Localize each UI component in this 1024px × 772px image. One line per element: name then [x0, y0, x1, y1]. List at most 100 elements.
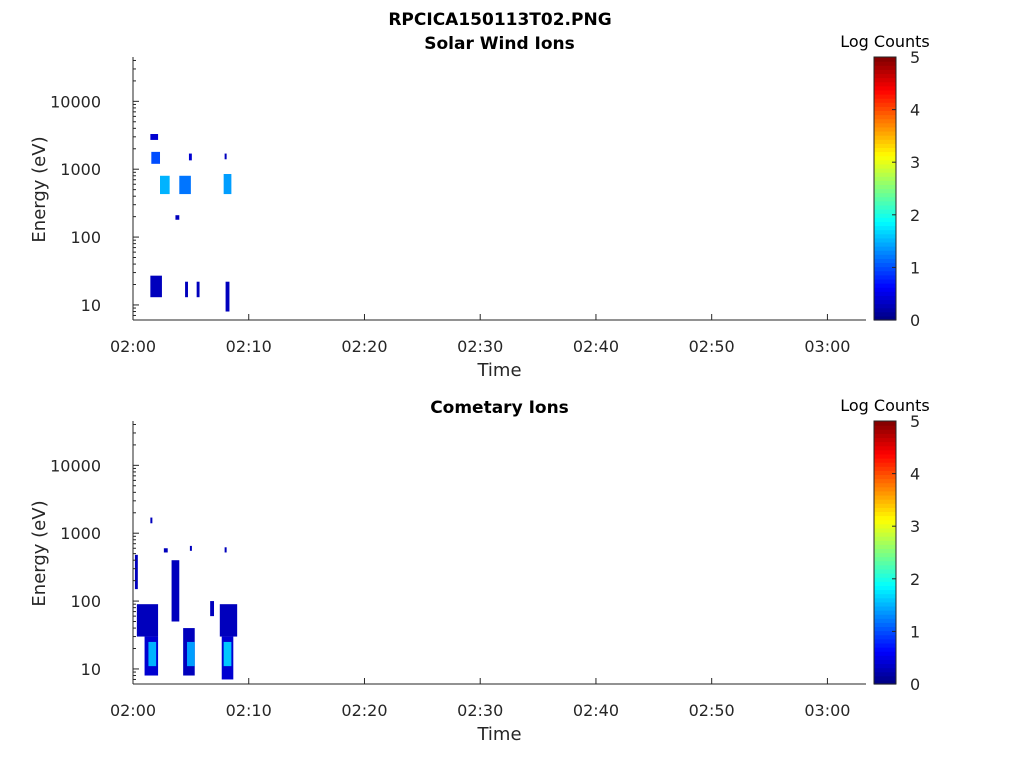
x-tick-label: 02:00 [110, 337, 156, 356]
colorbar-segment [874, 172, 896, 177]
colorbar-segment [874, 679, 896, 685]
colorbar-segment [874, 585, 896, 591]
colorbar-segment [874, 462, 896, 467]
colorbar-segment [874, 548, 896, 554]
panel-2: 02:00 02:10 02:20 02:30 02:40 02:50 03:0010100… [29, 396, 930, 745]
colorbar-segment [874, 229, 896, 235]
colorbar-segment [874, 69, 896, 75]
y-axis-label: Energy (eV) [29, 136, 50, 242]
colorbar-segment [874, 568, 896, 574]
colorbar-segment [874, 527, 896, 533]
colorbar-segment [874, 315, 896, 321]
heatmap-cells [134, 517, 238, 680]
heatmap-cell [163, 548, 168, 553]
colorbar-segment [874, 147, 896, 153]
colorbar-tick-label: 1 [910, 258, 920, 277]
colorbar-segment [874, 246, 896, 251]
colorbar-segment [874, 474, 896, 480]
x-tick-label: 02:10 [226, 701, 272, 720]
colorbar-segment [874, 659, 896, 665]
colorbar-segment [874, 57, 896, 62]
x-axis-label: Time [476, 724, 521, 745]
colorbar-segment [874, 573, 896, 578]
colorbar-segment [874, 478, 896, 484]
plot-area [133, 421, 866, 684]
heatmap-cell [150, 134, 159, 140]
colorbar-segment [874, 159, 896, 165]
colorbar-segment [874, 556, 896, 562]
heatmap-cell [150, 517, 153, 524]
colorbar-label: Log Counts [840, 396, 930, 415]
colorbar-segment [874, 122, 896, 128]
colorbar-segment [874, 209, 896, 214]
colorbar-tick-label: 2 [910, 206, 920, 225]
colorbar-segment [874, 126, 896, 132]
colorbar-segment [874, 601, 896, 607]
colorbar-segment [874, 225, 896, 231]
colorbar-segment [874, 421, 896, 426]
colorbar-segment [874, 610, 896, 615]
colorbar-segment [874, 278, 896, 284]
colorbar-segment [874, 61, 896, 66]
heatmap-cell [225, 281, 230, 312]
x-tick-label: 02:40 [573, 701, 619, 720]
colorbar-segment [874, 671, 896, 677]
colorbar-segment [874, 441, 896, 447]
colorbar-segment [874, 184, 896, 190]
colorbar-segment [874, 622, 896, 628]
colorbar-tick-label: 2 [910, 570, 920, 589]
colorbar-segment [874, 651, 896, 656]
colorbar-tick-label: 0 [910, 311, 920, 330]
colorbar-segment [874, 200, 896, 206]
colorbar-segment [874, 250, 896, 255]
colorbar-frame [873, 420, 897, 685]
x-tick-label: 02:40 [573, 337, 619, 356]
colorbar-segment [874, 593, 896, 599]
colorbar-segment [874, 540, 896, 545]
colorbar-segment [874, 106, 896, 112]
colorbar-segment [874, 470, 896, 476]
colorbar-segment [874, 457, 896, 463]
x-axis-label: Time [476, 360, 521, 381]
heatmap-cell [224, 153, 227, 160]
colorbar-segment [874, 65, 896, 70]
colorbar-segment [874, 433, 896, 439]
colorbar-segment [874, 283, 896, 288]
x-tick-label: 02:50 [689, 337, 735, 356]
colorbar-tick-label: 4 [910, 465, 920, 484]
heatmap-cell [151, 151, 161, 164]
colorbar-segment [874, 204, 896, 210]
x-tick-label: 02:50 [689, 701, 735, 720]
colorbar-segment [874, 254, 896, 259]
colorbar-segment [874, 114, 896, 120]
x-tick-label: 02:30 [457, 337, 503, 356]
colorbar-segment [874, 499, 896, 504]
colorbar-segment [874, 299, 896, 305]
colorbar-segment [874, 241, 896, 247]
heatmap-cell [150, 275, 162, 298]
colorbar-segment [874, 638, 896, 644]
colorbar-segment [874, 188, 896, 194]
colorbar-segment [874, 425, 896, 430]
colorbar-segment [874, 597, 896, 603]
heatmap-cell [224, 547, 227, 553]
colorbar-segment [874, 221, 896, 227]
colorbar-segment [874, 560, 896, 566]
colorbar-segment [874, 266, 896, 272]
colorbar-segment [874, 98, 896, 103]
y-tick-label: 10000 [50, 92, 101, 111]
y-tick-label: 10 [81, 660, 101, 679]
colorbar-frame [873, 56, 897, 321]
x-tick-label: 02:10 [226, 337, 272, 356]
heatmap-cell [134, 554, 138, 590]
heatmap-cell [148, 641, 157, 667]
colorbar-segment [874, 663, 896, 669]
y-axis-label: Energy (eV) [29, 500, 50, 606]
colorbar-segment [874, 167, 896, 173]
colorbar-segment [874, 93, 896, 99]
heatmap-cells [150, 134, 232, 312]
colorbar-segment [874, 614, 896, 619]
